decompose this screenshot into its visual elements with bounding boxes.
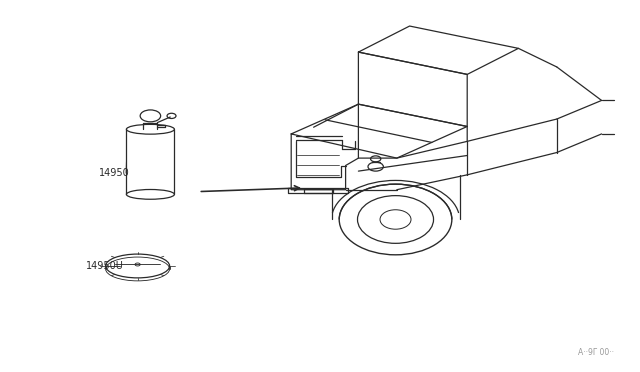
Text: 14950: 14950	[99, 168, 130, 178]
Text: 14950U: 14950U	[86, 261, 124, 271]
Text: A··9Γ 00··: A··9Γ 00··	[579, 348, 614, 357]
